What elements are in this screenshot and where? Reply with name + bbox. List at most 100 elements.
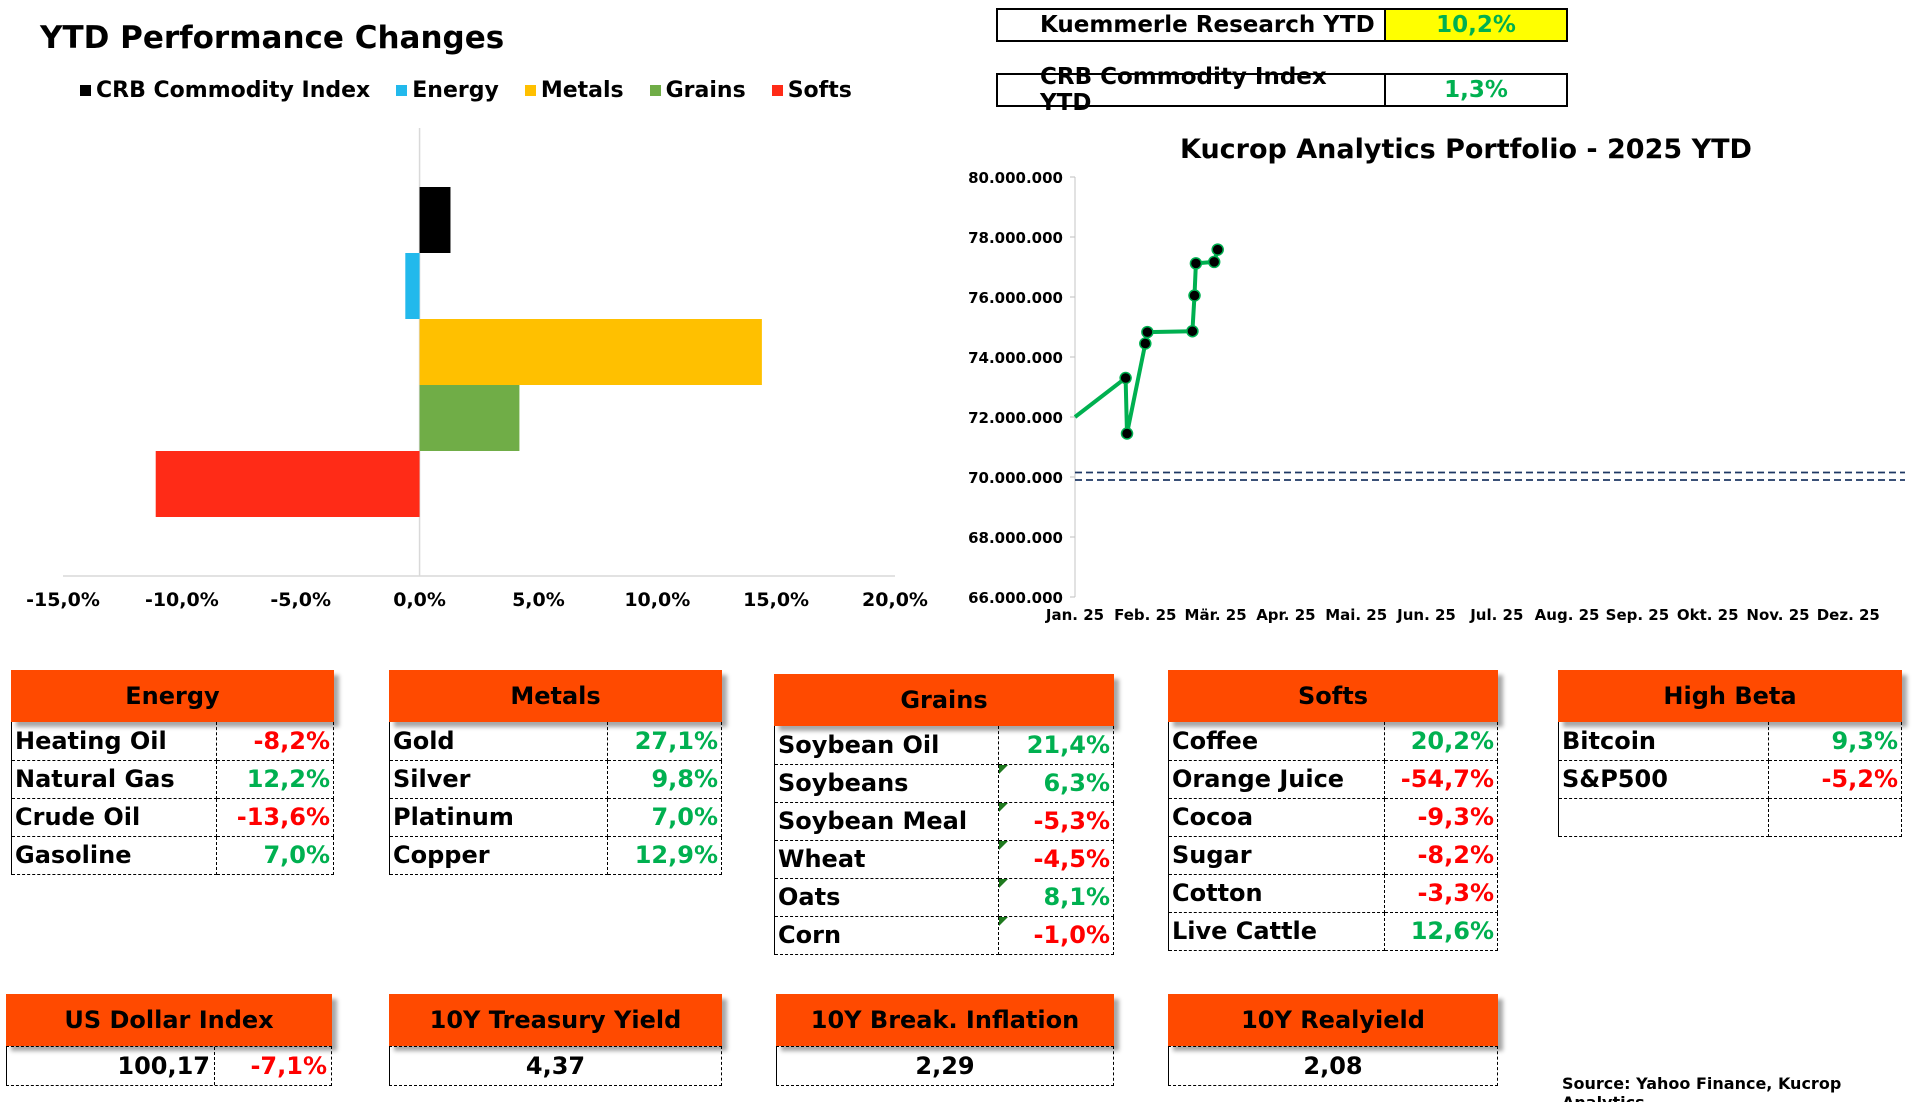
row-value: -54,7%: [1384, 760, 1498, 799]
row-name: Bitcoin: [1558, 722, 1769, 761]
y-tick-label: 78.000.000: [968, 229, 1063, 247]
macro-row: 4,37: [389, 1046, 722, 1086]
table-row: Silver 9,8%: [389, 760, 722, 799]
legend-label-energy: Energy: [412, 77, 499, 103]
x-tick-label: 15,0%: [743, 589, 809, 611]
panel-high-beta: High Beta Bitcoin 9,3% S&P500 -5,2%: [1558, 670, 1902, 837]
row-name: Copper: [389, 836, 608, 875]
x-tick-label: Jan. 25: [1045, 606, 1104, 624]
row-name: Platinum: [389, 798, 608, 837]
panel-table: Coffee 20,2% Orange Juice -54,7% Cocoa -9,3…: [1168, 722, 1498, 951]
bar-softs: [155, 451, 420, 517]
table-row: Wheat -4,5%: [774, 840, 1114, 879]
y-tick-label: 72.000.000: [968, 409, 1063, 427]
legend-label-crb: CRB Commodity Index: [96, 77, 371, 103]
x-tick-label: Feb. 25: [1114, 606, 1176, 624]
kpi-value: 1,3%: [1386, 75, 1566, 105]
y-tick-label: 68.000.000: [968, 529, 1063, 547]
table-row: Orange Juice -54,7%: [1168, 760, 1498, 799]
kpi-label: Kuemmerle Research YTD: [998, 10, 1386, 40]
portfolio-point: [1119, 371, 1132, 385]
x-tick-label: Nov. 25: [1746, 606, 1809, 624]
row-name: Orange Juice: [1168, 760, 1385, 799]
row-value: 27,1%: [607, 722, 722, 761]
row-name: Corn: [774, 916, 999, 955]
row-name: Soybeans: [774, 764, 999, 803]
row-value: 9,3%: [1768, 722, 1902, 761]
y-tick-label: 66.000.000: [968, 589, 1063, 607]
macro-row: 100,17 -7,1%: [6, 1046, 332, 1086]
panel-title: Metals: [389, 670, 722, 722]
x-tick-label: Dez. 25: [1817, 606, 1880, 624]
row-name: Silver: [389, 760, 608, 799]
row-value: 12,2%: [216, 760, 334, 799]
kpi-value: 10,2%: [1386, 10, 1566, 40]
macro-value: 4,37: [525, 1052, 586, 1080]
legend-swatch-softs: [771, 84, 783, 96]
panel-table: Soybean Oil 21,4% Soybeans 6,3% Soybean Me…: [774, 726, 1114, 955]
row-value: -1,0%: [998, 916, 1114, 955]
row-value: 8,1%: [998, 878, 1114, 917]
row-value: -4,5%: [998, 840, 1114, 879]
macro-value: 100,17: [7, 1047, 215, 1085]
panel-title: High Beta: [1558, 670, 1902, 722]
portfolio-point: [1186, 324, 1199, 338]
row-value: -3,3%: [1384, 874, 1498, 913]
portfolio-point: [1207, 255, 1221, 269]
y-tick-label: 74.000.000: [968, 349, 1063, 367]
y-tick-label: 70.000.000: [968, 469, 1063, 487]
legend-item-energy: Energy: [396, 78, 499, 103]
macro-title: 10Y Realyield: [1168, 994, 1498, 1046]
x-tick-label: Okt. 25: [1677, 606, 1739, 624]
row-name: Crude Oil: [11, 798, 217, 837]
portfolio-point: [1189, 257, 1203, 270]
table-row: Crude Oil -13,6%: [11, 798, 334, 837]
legend-item-softs: Softs: [771, 77, 852, 103]
row-value: [1768, 798, 1902, 837]
panel-table: Heating Oil -8,2% Natural Gas 12,2% Crude …: [11, 722, 334, 875]
x-tick-label: Jul. 25: [1469, 606, 1523, 624]
legend-item-grains: Grains: [649, 78, 746, 103]
row-value: -8,2%: [1384, 836, 1498, 875]
table-row: S&P500 -5,2%: [1558, 760, 1902, 799]
table-row: Heating Oil -8,2%: [11, 722, 334, 761]
macro-10y-realyield: 10Y Realyield 2,08: [1168, 994, 1498, 1086]
legend-label-softs: Softs: [787, 77, 852, 103]
row-name: Soybean Meal: [774, 802, 999, 841]
row-name: Live Cattle: [1168, 912, 1385, 951]
row-value: -8,2%: [216, 722, 334, 761]
bar-crb-commodity-index: [419, 187, 451, 253]
x-tick-label: 20,0%: [862, 589, 928, 611]
row-name: Heating Oil: [11, 722, 217, 761]
x-tick-label: Mär. 25: [1185, 606, 1247, 624]
row-value: 20,2%: [1384, 722, 1498, 761]
row-value: 6,3%: [998, 764, 1114, 803]
bar-grains: [419, 385, 520, 451]
legend-swatch-grains: [649, 84, 661, 96]
kpi-kuemmerle-research: Kuemmerle Research YTD 10,2%: [996, 8, 1568, 42]
row-name: Coffee: [1168, 722, 1385, 761]
bar-energy: [405, 253, 420, 319]
row-value: 12,6%: [1384, 912, 1498, 951]
table-row: Oats 8,1%: [774, 878, 1114, 917]
row-value: 12,9%: [607, 836, 722, 875]
panel-title: Softs: [1168, 670, 1498, 722]
portfolio-line-chart: 66.000.000 68.000.000 70.000.000 72.000.000…: [968, 169, 1905, 624]
legend-swatch-energy: [396, 84, 408, 96]
table-row: Copper 12,9%: [389, 836, 722, 875]
ytd-chart-title: YTD Performance Changes: [40, 20, 505, 56]
bar-metals: [419, 319, 762, 385]
table-row: Platinum 7,0%: [389, 798, 722, 837]
row-value: -5,2%: [1768, 760, 1902, 799]
panel-metals: Metals Gold 27,1% Silver 9,8% Platinum 7,0%…: [389, 670, 722, 875]
row-value: 7,0%: [216, 836, 334, 875]
row-name: S&P500: [1558, 760, 1769, 799]
table-row: Coffee 20,2%: [1168, 722, 1498, 761]
ytd-bar-chart: -15,0% -10,0% -5,0% 0,0% 5,0% 10,0% 15,0% 20,0%: [26, 128, 928, 611]
x-tick-label: Mai. 25: [1325, 606, 1387, 624]
panel-title: Energy: [11, 670, 334, 722]
y-tick-label: 80.000.000: [968, 169, 1063, 187]
portfolio-point: [1139, 337, 1152, 350]
macro-row: 2,29: [776, 1046, 1114, 1086]
row-name: Sugar: [1168, 836, 1385, 875]
